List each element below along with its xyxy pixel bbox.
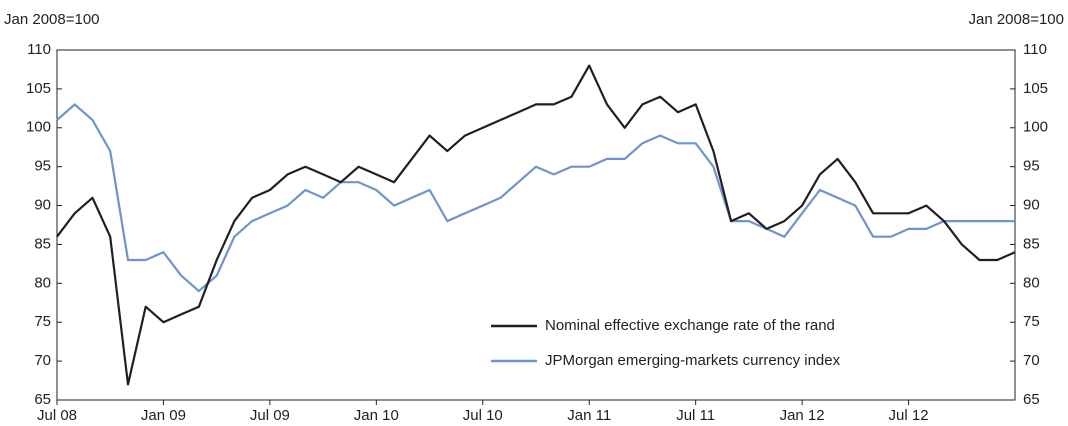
y-tick-label: 85 [34,235,51,252]
y2-tick-label: 70 [1023,352,1040,369]
y2-tick-label: 110 [1023,41,1047,58]
x-tick-label: Jul 12 [889,407,929,424]
y2-tick-label: 90 [1023,197,1040,214]
series-line [56,103,1015,293]
x-tick-label: Jan 10 [354,407,399,424]
x-tick-label: Jan 12 [780,407,825,424]
legend-label: JPMorgan emerging-markets currency index [545,352,841,369]
y-tick-label: 105 [26,80,51,97]
y-tick-label: 75 [34,313,51,330]
x-tick-label: Jul 08 [37,407,77,424]
x-tick-label: Jul 09 [250,407,290,424]
y2-tick-label: 65 [1023,391,1040,408]
y-tick-label: 95 [34,158,51,175]
y-tick-label: 100 [26,119,51,136]
y-tick-label: 80 [34,274,51,291]
y-tick-label: 70 [34,352,51,369]
y2-tick-label: 75 [1023,313,1040,330]
y-tick-label: 90 [34,197,51,214]
y2-tick-label: 85 [1023,235,1040,252]
series-line [56,64,1016,386]
y-tick-label: 110 [27,41,51,58]
y2-tick-label: 80 [1023,274,1040,291]
y-axis-label: Jan 2008=100 [4,11,100,28]
x-tick-label: Jan 09 [141,407,186,424]
x-tick-label: Jul 10 [463,407,503,424]
y2-axis-label: Jan 2008=100 [968,11,1064,28]
y-tick-label: 65 [34,391,51,408]
plot-frame [56,49,1016,401]
x-tick-label: Jul 11 [676,407,715,424]
x-tick-label: Jan 11 [567,407,611,424]
y2-tick-label: 100 [1023,119,1048,136]
y2-tick-label: 95 [1023,158,1040,175]
y2-tick-label: 105 [1023,80,1048,97]
legend-label: Nominal effective exchange rate of the r… [545,317,835,334]
